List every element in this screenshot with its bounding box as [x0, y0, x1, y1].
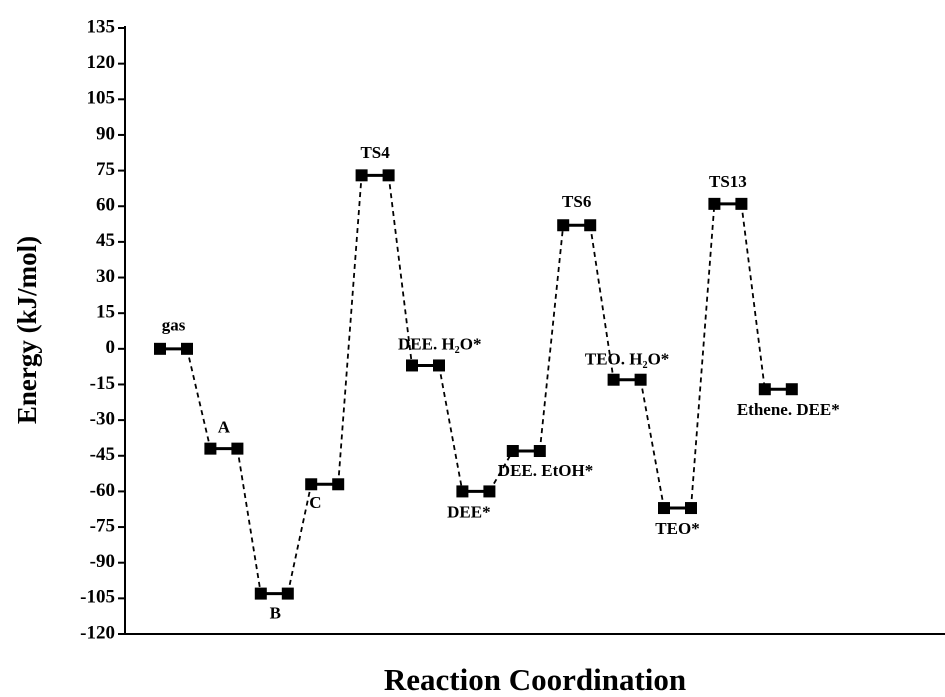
level-marker [204, 442, 217, 455]
y-tick-label: -120 [80, 622, 115, 643]
connector [286, 484, 313, 594]
y-tick-label: 90 [96, 123, 115, 144]
level-marker [154, 342, 166, 355]
level-marker [506, 445, 519, 458]
y-tick-label: 30 [96, 266, 115, 287]
y-tick-label: -60 [90, 480, 115, 501]
level-label: DEE* [447, 502, 490, 521]
y-tick-label: -105 [80, 587, 115, 608]
y-tick-label: -15 [90, 373, 115, 394]
level-marker [758, 383, 771, 396]
y-tick-label: 60 [96, 195, 115, 216]
level-marker [406, 359, 418, 372]
connector [639, 379, 665, 509]
level-marker [456, 485, 469, 498]
level-marker [305, 478, 318, 491]
level-label: C [309, 493, 321, 512]
connector [186, 348, 212, 449]
level-label: DEE. EtOH* [498, 461, 593, 480]
connector [236, 448, 262, 594]
y-tick-label: 0 [106, 337, 116, 358]
y-tick-label: 120 [87, 52, 116, 73]
level-marker [708, 197, 721, 210]
connector [538, 225, 565, 452]
level-label: B [270, 604, 281, 623]
level-label: TEO. H₂O* [585, 350, 669, 369]
level-label: DEE. H₂O* [398, 334, 482, 353]
connector [488, 450, 514, 492]
y-tick-label: -30 [90, 408, 115, 429]
level-label: TS13 [709, 172, 747, 191]
level-marker [355, 169, 368, 182]
y-axis-label: Energy (kJ/mol) [12, 236, 42, 424]
level-marker [254, 587, 267, 600]
y-tick-label: 135 [87, 16, 116, 37]
y-tick-label: 75 [96, 159, 115, 180]
connector [589, 225, 615, 380]
y-tick-label: -45 [90, 444, 115, 465]
level-label: A [218, 418, 231, 437]
connector [387, 175, 413, 366]
y-tick-label: 15 [96, 302, 115, 323]
connector [690, 203, 716, 509]
connector [740, 203, 766, 390]
y-tick-label: -90 [90, 551, 115, 572]
level-label: TEO* [655, 519, 699, 538]
y-tick-label: -75 [90, 515, 115, 536]
level-marker [658, 502, 670, 515]
level-label: TS4 [360, 143, 390, 162]
connector [438, 365, 464, 492]
level-marker [607, 373, 620, 386]
connector [337, 175, 363, 485]
level-label: gas [162, 316, 186, 335]
y-tick-label: 105 [87, 88, 116, 109]
x-axis-label: Reaction Coordination [384, 662, 686, 697]
y-tick-label: 45 [96, 230, 115, 251]
level-label: TS6 [562, 192, 591, 211]
level-marker [557, 219, 570, 232]
level-marker [785, 383, 798, 396]
level-label: Ethene. DEE* [737, 400, 840, 419]
